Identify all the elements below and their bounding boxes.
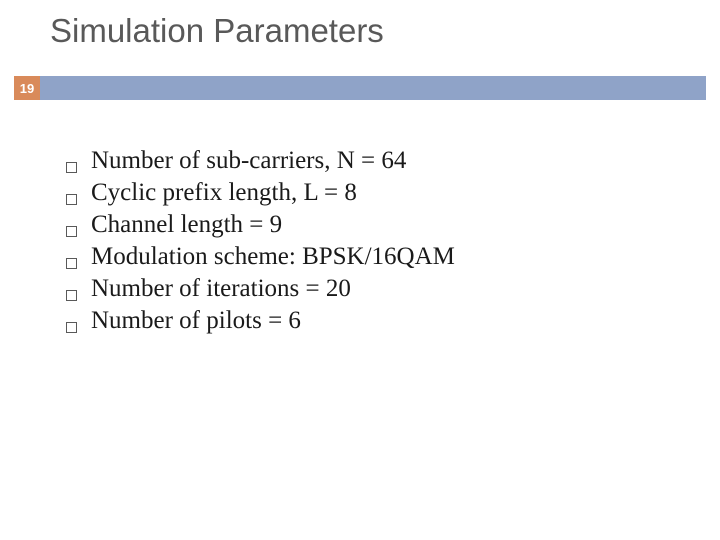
bullet-text: Cyclic prefix length, L = 8 — [91, 180, 357, 205]
list-item: Channel length = 9 — [66, 212, 455, 237]
bullet-list: Number of sub-carriers, N = 64 Cyclic pr… — [66, 148, 455, 340]
bullet-text: Modulation scheme: BPSK/16QAM — [91, 244, 455, 269]
bullet-text: Number of sub-carriers, N = 64 — [91, 148, 406, 173]
bullet-text: Channel length = 9 — [91, 212, 282, 237]
list-item: Number of sub-carriers, N = 64 — [66, 148, 455, 173]
square-bullet-icon — [66, 226, 77, 237]
square-bullet-icon — [66, 322, 77, 333]
list-item: Number of pilots = 6 — [66, 308, 455, 333]
slide-title: Simulation Parameters — [50, 12, 384, 50]
list-item: Number of iterations = 20 — [66, 276, 455, 301]
square-bullet-icon — [66, 290, 77, 301]
list-item: Modulation scheme: BPSK/16QAM — [66, 244, 455, 269]
bullet-text: Number of iterations = 20 — [91, 276, 351, 301]
square-bullet-icon — [66, 162, 77, 173]
page-number-badge: 19 — [14, 76, 40, 100]
divider-row: 19 — [0, 76, 720, 100]
bullet-text: Number of pilots = 6 — [91, 308, 301, 333]
list-item: Cyclic prefix length, L = 8 — [66, 180, 455, 205]
slide: Simulation Parameters 19 Number of sub-c… — [0, 0, 720, 540]
square-bullet-icon — [66, 258, 77, 269]
square-bullet-icon — [66, 194, 77, 205]
divider-bar — [40, 76, 706, 100]
